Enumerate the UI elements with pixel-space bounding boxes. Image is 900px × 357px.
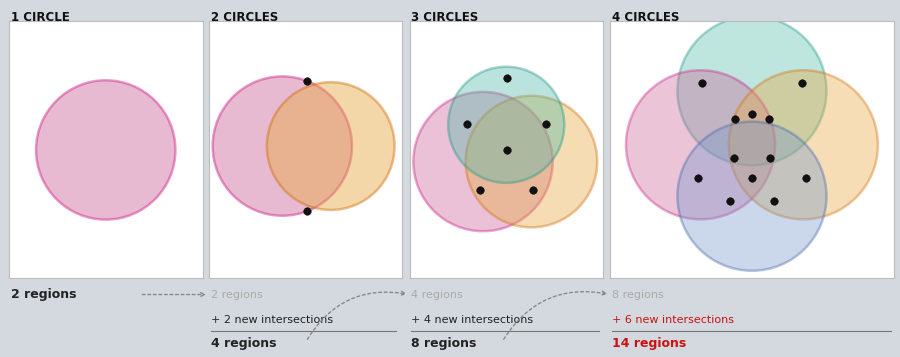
Text: 8 regions: 8 regions [612, 290, 664, 300]
Circle shape [678, 16, 826, 165]
Text: + 2 new intersections: + 2 new intersections [211, 315, 333, 325]
Circle shape [465, 96, 598, 227]
Text: 2 regions: 2 regions [11, 288, 76, 301]
Circle shape [36, 80, 176, 220]
Text: 14 regions: 14 regions [612, 337, 686, 350]
Text: 8 regions: 8 regions [411, 337, 477, 350]
Text: + 4 new intersections: + 4 new intersections [411, 315, 534, 325]
Text: 4 regions: 4 regions [211, 337, 276, 350]
Circle shape [212, 76, 352, 216]
Circle shape [729, 70, 878, 219]
Text: 3 CIRCLES: 3 CIRCLES [411, 11, 479, 24]
Text: + 6 new intersections: + 6 new intersections [612, 315, 734, 325]
Circle shape [448, 67, 564, 183]
Text: 2 regions: 2 regions [211, 290, 263, 300]
Circle shape [267, 82, 394, 210]
Text: 2 CIRCLES: 2 CIRCLES [211, 11, 278, 24]
Circle shape [626, 70, 775, 219]
Text: 4 CIRCLES: 4 CIRCLES [612, 11, 680, 24]
Text: 1 CIRCLE: 1 CIRCLE [11, 11, 69, 24]
Circle shape [413, 92, 553, 231]
Text: 4 regions: 4 regions [411, 290, 463, 300]
Circle shape [678, 122, 826, 271]
